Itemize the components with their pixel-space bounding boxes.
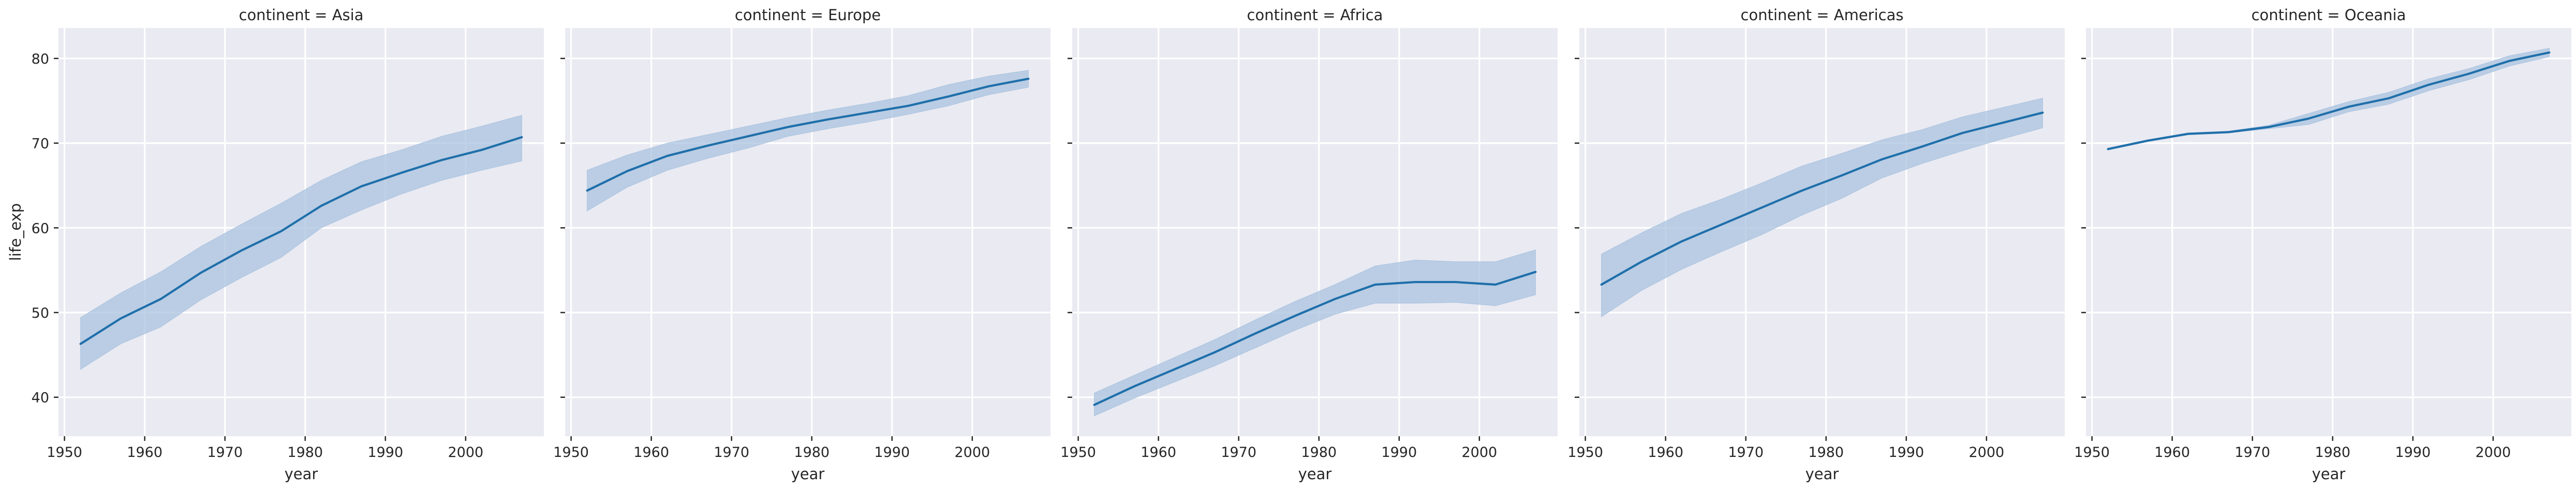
confidence-band: [1094, 249, 1536, 417]
facet-title: continent = Oceania: [2252, 6, 2406, 24]
x-tick-label: 1970: [714, 444, 749, 461]
x-tick-label: 1950: [2074, 444, 2110, 461]
facet-panel-0: continent = Asia 1950 1960 1970 1980 1990 2000…: [7, 6, 544, 483]
series-line: [79, 136, 523, 345]
y-axis-label: life_exp: [7, 203, 24, 261]
x-tick-label: 1990: [1381, 444, 1417, 461]
series-line: [586, 78, 1030, 192]
x-tick-label: 2000: [1968, 444, 2004, 461]
facet-title: continent = Africa: [1247, 6, 1383, 24]
y-tick-label: 60: [32, 220, 49, 236]
x-tick-label: 1970: [2234, 444, 2270, 461]
facet-title: continent = Asia: [239, 6, 364, 24]
x-tick-label: 1960: [127, 444, 162, 461]
x-tick-label: 2000: [1461, 444, 1497, 461]
x-tick-label: 1990: [2395, 444, 2431, 461]
x-tick-label: 2000: [2475, 444, 2511, 461]
x-axis-label: year: [2312, 465, 2346, 483]
confidence-band: [587, 70, 1029, 212]
x-axis-label: year: [285, 465, 318, 483]
x-tick-label: 1980: [794, 444, 830, 461]
facet-panel-2: continent = Africa 1950 1960 1970 1980 1990 20…: [1060, 6, 1558, 483]
x-tick-label: 1950: [1060, 444, 1096, 461]
facet-title: continent = Americas: [1741, 6, 1904, 24]
x-tick-label: 1970: [207, 444, 243, 461]
x-axis-label: year: [1805, 465, 1839, 483]
x-tick-label: 1980: [287, 444, 323, 461]
series-line: [1600, 111, 2044, 286]
y-tick-label: 50: [32, 305, 49, 321]
facet-background: [2086, 28, 2571, 436]
x-tick-label: 2000: [954, 444, 990, 461]
x-tick-label: 1950: [553, 444, 589, 461]
series-line: [1093, 271, 1537, 406]
x-axis-label: year: [1298, 465, 1332, 483]
x-tick-label: 2000: [448, 444, 483, 461]
y-tick-label: 40: [32, 390, 49, 406]
facet-panel-1: continent = Europe 1950 1960 1970 1980 1990 20…: [553, 6, 1050, 483]
x-tick-label: 1980: [1301, 444, 1337, 461]
x-tick-label: 1950: [1567, 444, 1603, 461]
x-tick-label: 1960: [2154, 444, 2190, 461]
confidence-band: [80, 114, 522, 370]
x-tick-label: 1960: [633, 444, 669, 461]
x-tick-label: 1990: [874, 444, 910, 461]
x-tick-label: 1960: [1141, 444, 1176, 461]
y-tick-label: 80: [32, 51, 49, 67]
x-tick-label: 1980: [1808, 444, 1844, 461]
x-tick-label: 1950: [47, 444, 82, 461]
facet-title: continent = Europe: [735, 6, 881, 24]
series-line: [2107, 51, 2551, 151]
x-tick-label: 1980: [2315, 444, 2350, 461]
x-tick-label: 1990: [1888, 444, 1924, 461]
x-tick-label: 1990: [367, 444, 403, 461]
x-tick-label: 1970: [1221, 444, 1256, 461]
facet-panel-4: continent = Oceania 1950 1960 1970 1980 1990 2…: [2074, 6, 2571, 483]
x-tick-label: 1970: [1728, 444, 1764, 461]
y-tick-label: 70: [32, 136, 49, 152]
x-tick-label: 1960: [1648, 444, 1683, 461]
x-axis-label: year: [791, 465, 825, 483]
confidence-band: [1601, 98, 2043, 318]
facet-panel-3: continent = Americas 1950 1960 1970 1980 1990…: [1567, 6, 2065, 483]
